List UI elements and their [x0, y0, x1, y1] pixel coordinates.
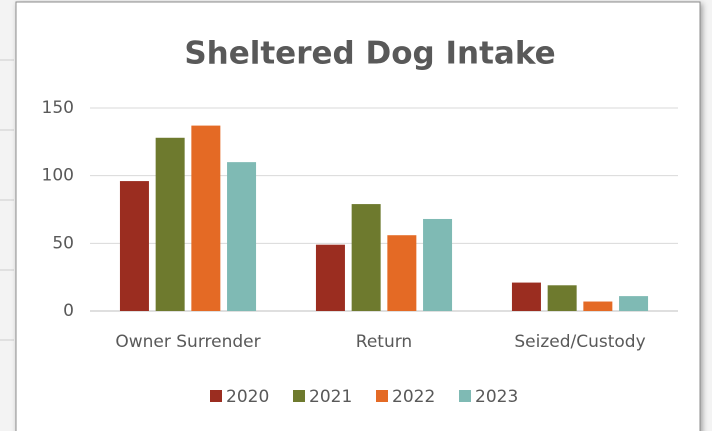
bar — [423, 218, 453, 311]
legend-swatch — [459, 390, 471, 402]
legend-label: 2021 — [309, 387, 352, 407]
legend-swatch — [210, 390, 222, 402]
chart-title: Sheltered Dog Intake — [184, 36, 555, 72]
y-tick-label: 0 — [63, 301, 74, 321]
y-tick-label: 100 — [42, 166, 74, 186]
x-tick-label: Return — [356, 332, 412, 352]
y-tick-label: 150 — [42, 98, 74, 118]
x-tick-label: Seized/Custody — [514, 332, 645, 352]
bar — [315, 244, 345, 311]
legend-label: 2020 — [226, 387, 269, 407]
bar — [191, 125, 221, 312]
y-tick-label: 50 — [52, 233, 74, 253]
bar — [119, 181, 149, 311]
bar — [227, 162, 257, 311]
bar — [155, 137, 185, 311]
legend-label: 2022 — [392, 387, 435, 407]
bar — [387, 235, 417, 311]
bar — [583, 301, 613, 311]
x-tick-label: Owner Surrender — [115, 332, 260, 352]
bar — [547, 285, 577, 311]
bar — [351, 204, 381, 311]
legend-label: 2023 — [475, 387, 518, 407]
legend-swatch — [376, 390, 388, 402]
legend-swatch — [293, 390, 305, 402]
bar — [511, 282, 541, 311]
bar — [619, 296, 649, 311]
